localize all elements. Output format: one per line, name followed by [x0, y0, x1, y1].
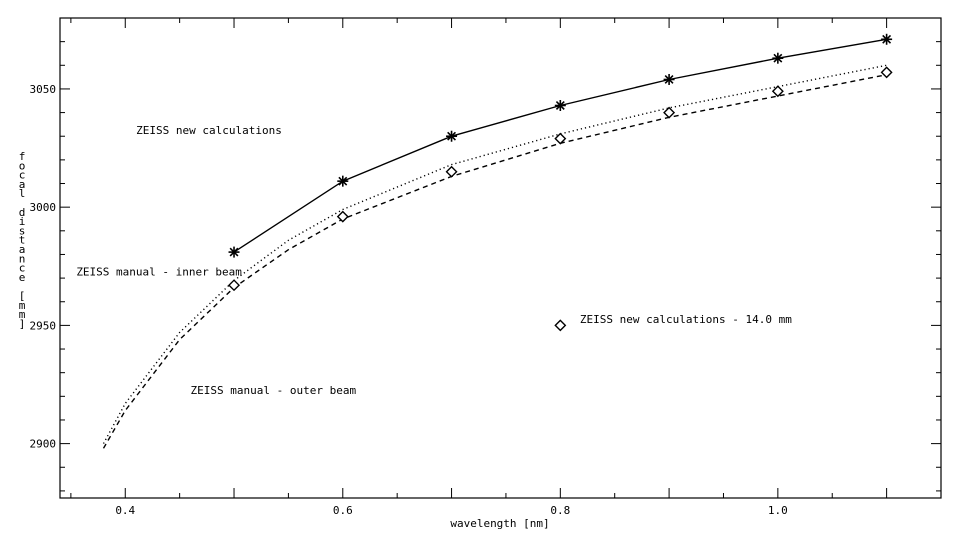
x-tick-label: 0.4: [115, 504, 135, 517]
diamond-marker: [336, 210, 349, 223]
x-tick-label: 0.8: [550, 504, 570, 517]
diamond-marker: [663, 106, 676, 119]
asterisk-marker: [663, 73, 675, 85]
asterisk-marker: [881, 33, 893, 45]
x-axis-label: wavelength [nm]: [450, 517, 549, 530]
series-markers: [228, 33, 893, 332]
asterisk-marker: [772, 52, 784, 64]
y-tick-label: 3050: [30, 83, 57, 96]
annotation-label: ZEISS new calculations - 14.0 mm: [580, 313, 792, 326]
asterisk-marker: [554, 99, 566, 111]
diamond-marker: [445, 165, 458, 178]
x-tick-label: 0.6: [333, 504, 353, 517]
legend-diamond-marker: [554, 319, 567, 332]
plot-frame: [59, 17, 942, 499]
annotation-label: ZEISS new calculations: [136, 124, 282, 137]
series-line: [102, 64, 887, 444]
plot-border: [59, 17, 942, 499]
labels: 0.4 0.6 0.8 1.0 2900 2950 3000 3050 ZEISS new ca…: [30, 83, 793, 517]
diamond-marker: [771, 85, 784, 98]
diamond-marker: [228, 279, 241, 292]
asterisk-marker: [228, 246, 240, 258]
x-tick-label: 1.0: [768, 504, 788, 517]
asterisk-marker: [337, 175, 349, 187]
diamond-marker: [554, 132, 567, 145]
y-tick-label: 2950: [30, 319, 57, 332]
y-tick-label: 3000: [30, 201, 57, 214]
asterisk-marker: [446, 130, 458, 142]
annotation-label: ZEISS manual - outer beam: [191, 384, 357, 397]
series-line: [233, 38, 887, 253]
diamond-marker: [880, 66, 893, 79]
axis-ticks: [60, 17, 942, 498]
annotation-label: ZEISS manual - inner beam: [76, 266, 242, 279]
y-tick-label: 2900: [30, 438, 57, 451]
